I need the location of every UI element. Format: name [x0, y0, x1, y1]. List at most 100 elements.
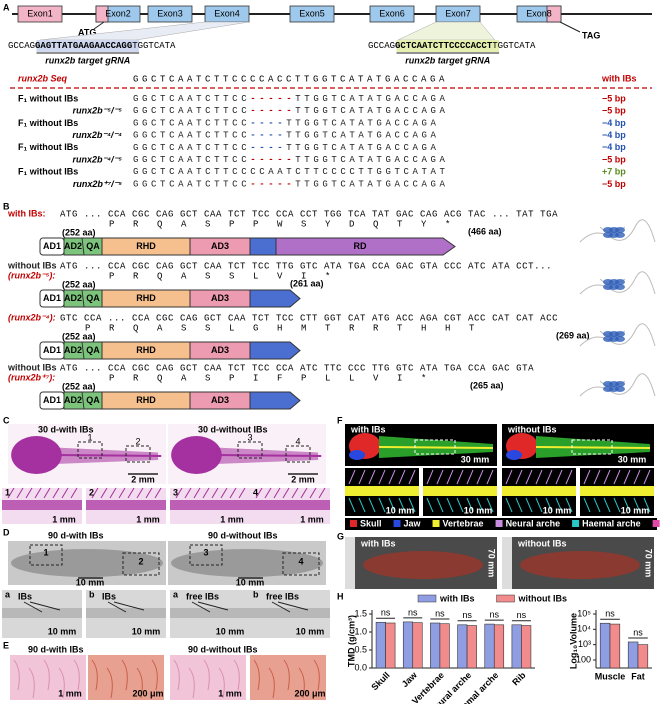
base: T [196, 107, 205, 117]
grna-sequence: GCCAGGCTCAATCTTCCCCACCTTGGTCATA [368, 41, 536, 51]
image-title: without IBs [507, 424, 557, 434]
annotation-arrow [277, 601, 309, 611]
base: G [431, 155, 440, 165]
zoom-vertebrae [2, 500, 82, 510]
render-arch [555, 497, 563, 513]
zoom-xray-spine [250, 608, 330, 618]
render-arch [456, 497, 464, 513]
base: C [205, 107, 214, 117]
render-arch [603, 469, 611, 485]
base: G [313, 143, 322, 153]
render-arch [583, 469, 591, 485]
base: A [187, 107, 196, 117]
scale-label: 200 μm [132, 688, 163, 698]
base: T [313, 168, 322, 178]
domain-label: QA [86, 395, 100, 405]
base: - [277, 143, 286, 153]
render-arch [535, 469, 543, 485]
base: G [376, 119, 385, 129]
base: C [403, 168, 412, 178]
base: T [214, 180, 223, 190]
base: T [331, 94, 340, 104]
base: G [133, 94, 142, 104]
base: A [358, 131, 367, 141]
base: T [358, 107, 367, 117]
base: G [304, 131, 313, 141]
base: G [431, 180, 440, 190]
base: - [268, 180, 277, 190]
base: T [160, 131, 169, 141]
base: C [349, 168, 358, 178]
bar [375, 621, 386, 669]
scale-label: 200 μm [294, 688, 325, 698]
base: C [394, 119, 403, 129]
panel-letter: A [3, 2, 10, 12]
render-arch [408, 469, 416, 485]
annotation-arrow [191, 601, 211, 613]
base: A [340, 131, 349, 141]
protein-fold [615, 227, 625, 233]
base: C [151, 119, 160, 129]
base: C [169, 155, 178, 165]
base: T [160, 168, 169, 178]
render-spine [535, 446, 651, 449]
base: - [250, 180, 259, 190]
base: T [367, 168, 376, 178]
base: - [277, 131, 286, 141]
zoom-annotation: free IBs [266, 591, 299, 601]
base: T [304, 94, 313, 104]
base: T [349, 119, 358, 129]
base: G [133, 119, 142, 129]
zoom-spine [175, 487, 183, 499]
sequence: GGCTCAATCTTCC-----TTGGTCATATGACCAGA [133, 107, 449, 117]
base: A [431, 168, 440, 178]
mri-fish [363, 551, 483, 579]
base: A [349, 155, 358, 165]
render-arch [426, 497, 434, 513]
base: - [268, 131, 277, 141]
render-arch [535, 497, 543, 513]
bar [466, 625, 477, 669]
domain-label: AD2 [64, 241, 82, 251]
image-title: without IBs [517, 538, 567, 548]
bar [609, 623, 621, 669]
base: A [412, 131, 421, 141]
histology-fiber [13, 659, 20, 691]
base: T [394, 168, 403, 178]
exon-label: Exon7 [445, 8, 471, 18]
base: C [151, 155, 160, 165]
grna-flank: GCCAG [8, 41, 35, 51]
zoom-spine [145, 487, 153, 499]
grna-flank: GCCAG [368, 41, 395, 51]
base: - [268, 155, 277, 165]
protein-fold [615, 336, 625, 342]
scale-label: 1 mm [220, 514, 244, 524]
scale-label: 1 mm [300, 514, 324, 524]
base: A [367, 155, 376, 165]
base: T [331, 155, 340, 165]
base: T [376, 107, 385, 117]
base: T [322, 119, 331, 129]
domain-label: RD [354, 241, 367, 251]
row-note: −4 bp [602, 118, 626, 128]
base: G [142, 131, 151, 141]
domain-divider [81, 237, 85, 256]
domain [249, 391, 301, 410]
render-vertebrae [580, 486, 654, 496]
box-number: 3 [173, 487, 178, 497]
base: A [187, 180, 196, 190]
base: G [142, 119, 151, 129]
image-title: 90 d-with IBs [48, 530, 104, 540]
legend-swatch [572, 520, 580, 527]
base: C [340, 107, 349, 117]
sequence: GGCTCAATCTTCC----TTGGTCATATGACCAGA [133, 119, 440, 129]
render-arch [613, 469, 621, 485]
base: A [349, 180, 358, 190]
zoom-spine [154, 487, 162, 499]
significance: ns [605, 609, 615, 619]
aa-length: (269 aa) [556, 330, 590, 340]
base: C [232, 155, 241, 165]
scale-label: 1 mm [58, 688, 82, 698]
base: A [440, 94, 449, 104]
